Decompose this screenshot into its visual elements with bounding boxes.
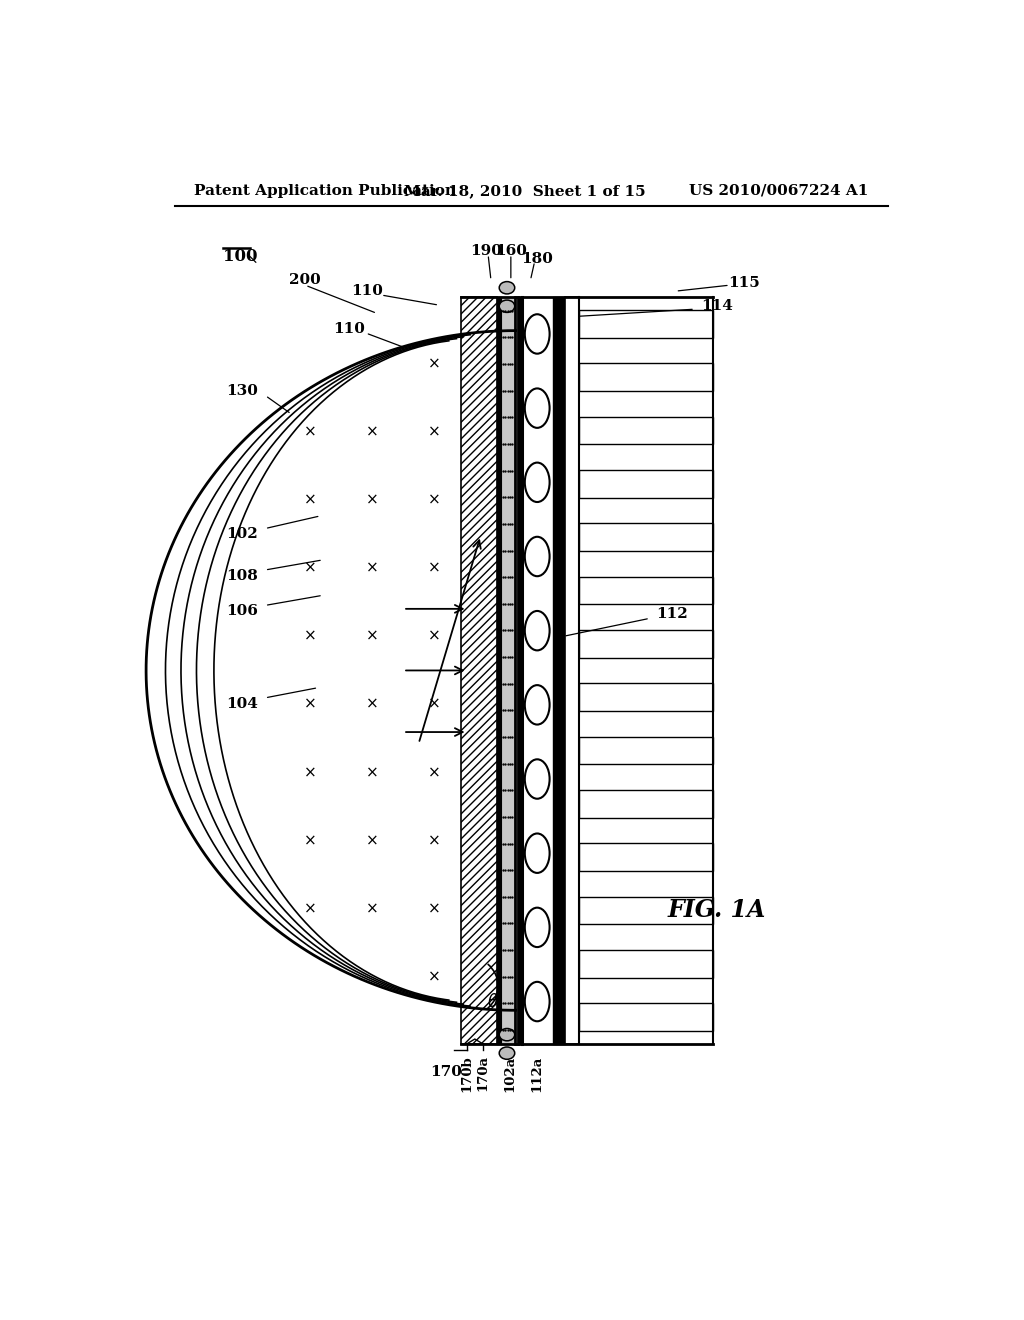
Text: ×: × (428, 902, 440, 916)
Bar (461, 297, 497, 1044)
Bar (579, 577, 713, 605)
Ellipse shape (525, 759, 550, 799)
Text: 110: 110 (333, 322, 365, 337)
Ellipse shape (500, 300, 515, 313)
Text: 200: 200 (289, 273, 321, 286)
Text: ×: × (366, 902, 379, 916)
Text: ×: × (428, 492, 440, 508)
Text: θ: θ (487, 993, 498, 1011)
Bar (579, 896, 713, 924)
Text: FIG. 1A: FIG. 1A (668, 898, 766, 921)
Ellipse shape (525, 982, 550, 1022)
Bar (579, 363, 713, 391)
Bar (579, 789, 713, 817)
Text: ×: × (304, 561, 316, 576)
Bar (579, 523, 713, 550)
Ellipse shape (500, 1047, 515, 1059)
Text: ×: × (304, 833, 316, 847)
Text: ×: × (428, 425, 440, 440)
Bar (579, 737, 713, 764)
Text: ×: × (428, 628, 440, 644)
Bar (579, 684, 713, 711)
Text: 160: 160 (495, 244, 526, 257)
Text: 115: 115 (729, 276, 761, 290)
Text: 190: 190 (470, 244, 502, 257)
Ellipse shape (525, 908, 550, 946)
Ellipse shape (525, 388, 550, 428)
Text: ×: × (428, 561, 440, 576)
Ellipse shape (500, 281, 515, 294)
Text: ×: × (366, 425, 379, 440)
Text: ×: × (366, 766, 379, 780)
Text: 100: 100 (222, 248, 257, 265)
Text: ×: × (304, 425, 316, 440)
Bar (579, 470, 713, 498)
Ellipse shape (525, 462, 550, 502)
Ellipse shape (525, 537, 550, 577)
Text: 102a: 102a (504, 1056, 516, 1092)
Text: ×: × (304, 902, 316, 916)
Text: 112: 112 (656, 607, 688, 622)
Text: 114: 114 (701, 300, 733, 313)
Bar (501, 297, 515, 1044)
Text: 108: 108 (226, 569, 258, 582)
Text: 130: 130 (226, 384, 258, 397)
Text: ×: × (366, 697, 379, 711)
Text: ×: × (304, 766, 316, 780)
Text: US 2010/0067224 A1: US 2010/0067224 A1 (689, 183, 868, 198)
Ellipse shape (525, 314, 550, 354)
Text: ×: × (428, 833, 440, 847)
Text: 110: 110 (351, 284, 383, 298)
Text: 104: 104 (226, 697, 258, 710)
Bar (579, 1003, 713, 1031)
Text: ×: × (366, 628, 379, 644)
Text: ×: × (366, 833, 379, 847)
Ellipse shape (500, 1028, 515, 1040)
Bar (579, 950, 713, 978)
Text: ×: × (366, 492, 379, 508)
Text: ×: × (366, 561, 379, 576)
Text: ×: × (428, 356, 440, 372)
Text: Patent Application Publication: Patent Application Publication (194, 183, 456, 198)
Text: ×: × (304, 628, 316, 644)
Bar (565, 297, 579, 1044)
Text: 170a: 170a (476, 1056, 489, 1092)
Ellipse shape (525, 685, 550, 725)
Text: 170: 170 (430, 1065, 462, 1080)
Text: 170b: 170b (460, 1056, 473, 1092)
Text: 180: 180 (521, 252, 553, 265)
Text: ×: × (304, 697, 316, 711)
Text: 112a: 112a (530, 1056, 544, 1092)
Ellipse shape (525, 833, 550, 873)
Bar (579, 417, 713, 445)
Text: ×: × (428, 969, 440, 985)
Ellipse shape (525, 611, 550, 651)
Text: 106: 106 (226, 605, 258, 618)
Bar (579, 630, 713, 657)
Text: ×: × (428, 697, 440, 711)
Bar (579, 310, 713, 338)
Text: Mar. 18, 2010  Sheet 1 of 15: Mar. 18, 2010 Sheet 1 of 15 (404, 183, 645, 198)
Bar (579, 843, 713, 871)
Text: 102: 102 (226, 527, 258, 541)
Text: ×: × (304, 492, 316, 508)
Text: ×: × (428, 766, 440, 780)
